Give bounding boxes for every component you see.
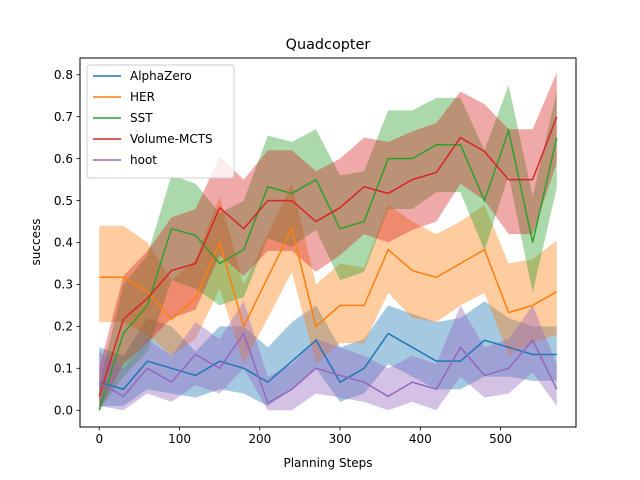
y-tick-label: 0.7 <box>54 110 73 124</box>
chart-title: Quadcopter <box>286 37 371 53</box>
legend-label-her: HER <box>130 90 155 104</box>
band-volume-mcts <box>99 72 557 411</box>
legend-box <box>86 64 235 179</box>
legend-label-volume-mcts: Volume-MCTS <box>130 132 213 146</box>
plot-area <box>98 72 558 411</box>
y-tick-label: 0.6 <box>54 152 73 166</box>
legend-label-alphazero: AlphaZero <box>130 69 192 83</box>
y-tick-label: 0.3 <box>54 278 73 292</box>
line-her <box>99 226 558 329</box>
y-tick-label: 0.4 <box>54 236 73 250</box>
y-axis: 0.0 0.1 0.2 0.3 0.4 0.5 0.6 0.7 0.8 <box>54 68 80 417</box>
x-axis: 0 100 200 300 400 500 <box>95 427 512 446</box>
line-sst <box>98 127 558 411</box>
legend: AlphaZero HER SST Volume-MCTS hoot <box>86 64 235 179</box>
x-tick-label: 200 <box>248 432 271 446</box>
y-tick-label: 0.5 <box>54 194 73 208</box>
y-tick-label: 0.0 <box>54 403 73 417</box>
x-tick-label: 500 <box>489 432 512 446</box>
x-tick-label: 400 <box>409 432 432 446</box>
y-tick-label: 0.8 <box>54 68 73 82</box>
y-axis-title: success <box>29 219 43 266</box>
x-tick-label: 100 <box>168 432 191 446</box>
legend-label-sst: SST <box>130 111 153 125</box>
x-tick-label: 300 <box>329 432 352 446</box>
x-tick-label: 0 <box>95 432 103 446</box>
y-tick-label: 0.2 <box>54 320 73 334</box>
band-her <box>99 183 557 365</box>
y-tick-label: 0.1 <box>54 361 73 375</box>
line-volume-mcts <box>98 116 558 397</box>
line-alphazero <box>99 332 557 391</box>
band-hoot <box>99 301 557 411</box>
line-hoot <box>98 331 558 405</box>
x-axis-title: Planning Steps <box>283 456 372 470</box>
band-sst <box>99 85 557 411</box>
legend-label-hoot: hoot <box>130 153 157 167</box>
